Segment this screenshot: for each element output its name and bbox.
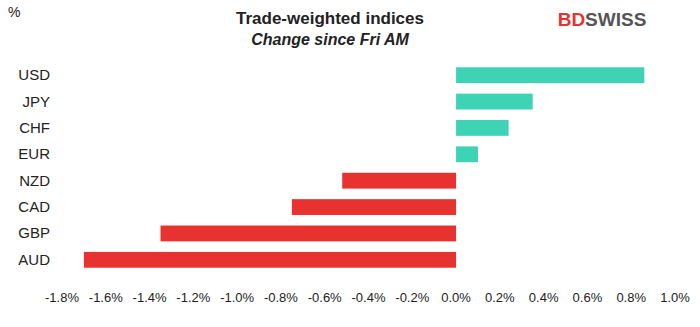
bar <box>84 252 456 268</box>
category-label: AUD <box>18 251 50 268</box>
subtitle: Change since Fri AM <box>251 31 409 48</box>
bar <box>456 94 533 110</box>
bar <box>342 173 456 189</box>
tick-label: -1.4% <box>133 290 167 305</box>
tick-label: 0.2% <box>485 290 515 305</box>
category-label: JPY <box>22 93 50 110</box>
tick-label: -0.8% <box>264 290 298 305</box>
bar <box>161 226 457 242</box>
tick-label: -0.2% <box>395 290 429 305</box>
tick-label: 0.4% <box>529 290 559 305</box>
category-label: CHF <box>19 119 50 136</box>
tick-label: -1.0% <box>220 290 254 305</box>
bars <box>84 67 644 267</box>
bar <box>456 67 644 83</box>
bar <box>456 146 478 162</box>
tick-label: -1.6% <box>89 290 123 305</box>
tick-label: -0.4% <box>352 290 386 305</box>
tick-label: -0.6% <box>308 290 342 305</box>
tick-label: -1.8% <box>45 290 79 305</box>
chart: Trade-weighted indices Change since Fri A… <box>0 0 700 327</box>
category-label: EUR <box>18 145 50 162</box>
bar <box>456 120 509 136</box>
brand: BDSWISS <box>558 9 647 30</box>
category-label: GBP <box>18 224 50 241</box>
bar <box>292 199 456 215</box>
category-label: NZD <box>19 172 50 189</box>
tick-label: -1.2% <box>176 290 210 305</box>
unit-label: % <box>8 4 20 20</box>
tick-label: 0.0% <box>441 290 471 305</box>
title: Trade-weighted indices <box>236 9 424 28</box>
category-label: USD <box>18 66 50 83</box>
tick-label: 0.6% <box>573 290 603 305</box>
category-label: CAD <box>18 198 50 215</box>
tick-label: 1.0% <box>660 290 690 305</box>
tick-label: 0.8% <box>616 290 646 305</box>
